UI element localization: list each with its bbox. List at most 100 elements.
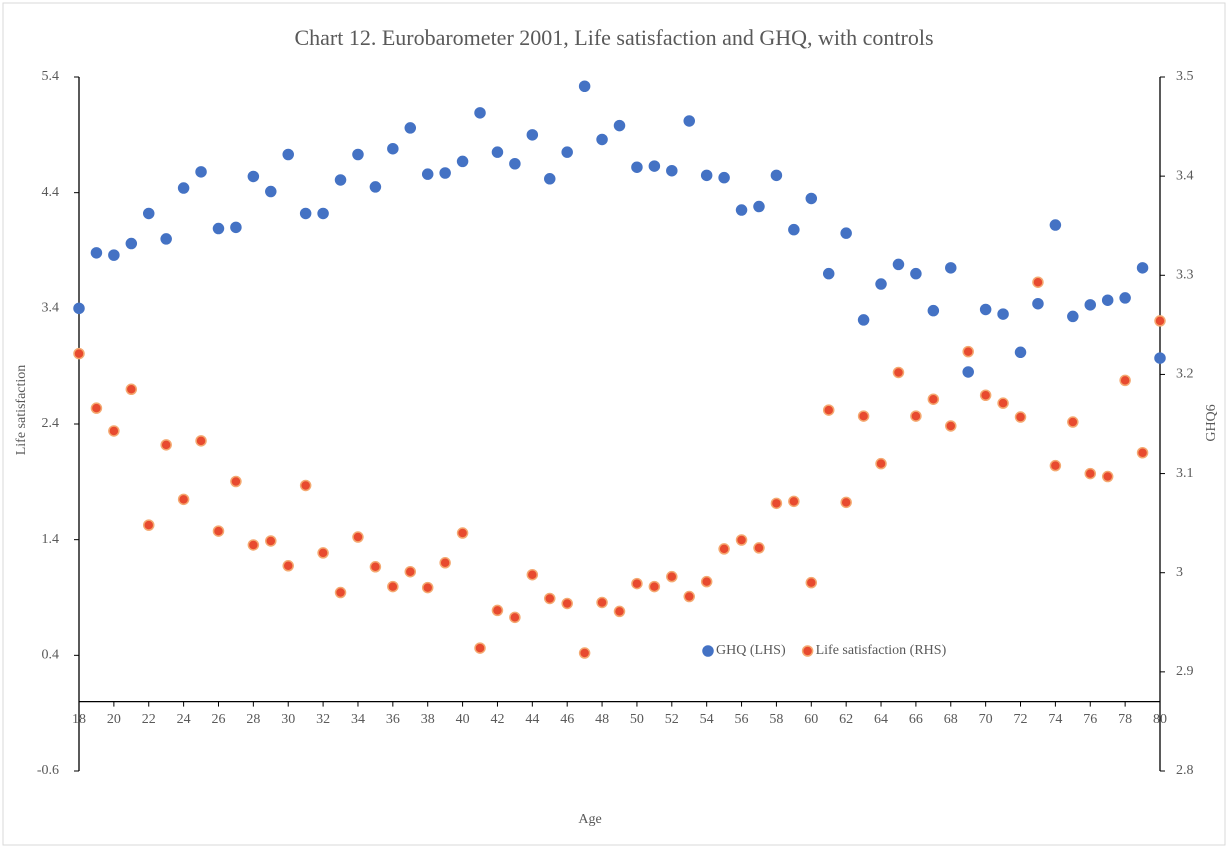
x-tick-label: 66 <box>909 712 923 727</box>
point <box>631 577 643 590</box>
point <box>299 479 312 492</box>
point <box>1049 219 1062 231</box>
point <box>596 133 608 146</box>
y2-tick-label: 3.5 <box>1176 69 1194 84</box>
point <box>544 173 556 185</box>
x-tick-label: 78 <box>1118 712 1132 727</box>
point <box>421 581 434 594</box>
point <box>108 425 120 437</box>
point <box>578 80 591 93</box>
point <box>613 119 626 132</box>
x-tick-label: 28 <box>246 712 260 727</box>
point <box>1049 459 1062 472</box>
y-tick-label: 0.4 <box>42 648 60 663</box>
x-tick-label: 18 <box>72 712 86 727</box>
x-tick-label: 74 <box>1048 712 1062 727</box>
point <box>230 221 242 234</box>
point <box>73 347 85 360</box>
x-tick-label: 26 <box>211 712 225 727</box>
x-tick-label: 54 <box>700 712 714 727</box>
chart-title: Chart 12. Eurobarometer 2001, Life satis… <box>294 25 933 50</box>
point <box>317 207 329 220</box>
point <box>247 539 260 551</box>
point <box>1119 292 1131 304</box>
x-tick-label: 68 <box>944 712 958 727</box>
point <box>265 185 277 198</box>
point <box>979 303 992 316</box>
point <box>108 249 120 261</box>
point <box>456 155 469 168</box>
point <box>1154 352 1166 364</box>
point <box>997 308 1009 320</box>
point <box>491 604 504 617</box>
point <box>212 222 225 235</box>
point <box>561 597 573 610</box>
point <box>195 435 207 447</box>
point <box>474 642 486 654</box>
x-tick-label: 80 <box>1153 712 1167 727</box>
point <box>666 570 678 583</box>
point <box>596 596 608 609</box>
legend-marker <box>702 645 714 657</box>
x-tick-label: 46 <box>560 712 574 727</box>
point <box>857 410 870 422</box>
point <box>578 647 591 659</box>
x-tick-label: 62 <box>839 712 853 727</box>
point <box>421 168 434 180</box>
point <box>544 592 556 605</box>
point <box>910 267 922 280</box>
point <box>1154 315 1166 327</box>
point <box>788 495 800 508</box>
point <box>491 146 504 158</box>
point <box>927 393 940 405</box>
x-tick-label: 30 <box>281 712 295 727</box>
point <box>73 302 85 315</box>
point <box>1014 346 1027 359</box>
x-tick-label: 36 <box>386 712 400 727</box>
x-tick-label: 76 <box>1083 712 1097 727</box>
y2-tick-label: 3 <box>1176 565 1183 580</box>
x-tick-label: 48 <box>595 712 609 727</box>
y-tick-label: 4.4 <box>42 185 60 200</box>
point <box>474 107 486 119</box>
x-axis-title: Age <box>578 812 601 827</box>
x-tick-label: 32 <box>316 712 330 727</box>
point <box>753 542 765 554</box>
point <box>875 457 887 470</box>
point <box>1067 416 1079 428</box>
y2-tick-label: 3.2 <box>1176 367 1194 382</box>
point <box>753 200 765 213</box>
point <box>735 534 748 546</box>
point <box>1084 299 1097 311</box>
y2-axis-title: GHQ6 <box>1204 404 1219 441</box>
legend-marker <box>801 645 814 657</box>
point <box>369 181 382 193</box>
x-tick-label: 40 <box>456 712 470 727</box>
x-tick-label: 22 <box>142 712 156 727</box>
point <box>334 586 347 599</box>
point <box>857 314 870 326</box>
point <box>718 543 730 555</box>
point <box>683 115 695 127</box>
point <box>1032 297 1044 310</box>
x-tick-label: 58 <box>769 712 783 727</box>
point <box>526 568 539 581</box>
x-tick-label: 60 <box>804 712 818 727</box>
point <box>334 174 347 186</box>
point <box>613 605 626 618</box>
point <box>282 560 294 572</box>
point <box>1014 411 1027 423</box>
point <box>404 122 417 134</box>
point <box>631 161 643 173</box>
point <box>160 233 172 245</box>
x-tick-label: 34 <box>351 712 365 727</box>
point <box>1136 262 1149 274</box>
point <box>666 164 678 177</box>
point <box>648 580 661 593</box>
point <box>526 129 539 141</box>
point <box>160 439 172 451</box>
point <box>369 561 382 573</box>
point <box>770 169 783 182</box>
y2-tick-label: 3.3 <box>1176 268 1194 283</box>
